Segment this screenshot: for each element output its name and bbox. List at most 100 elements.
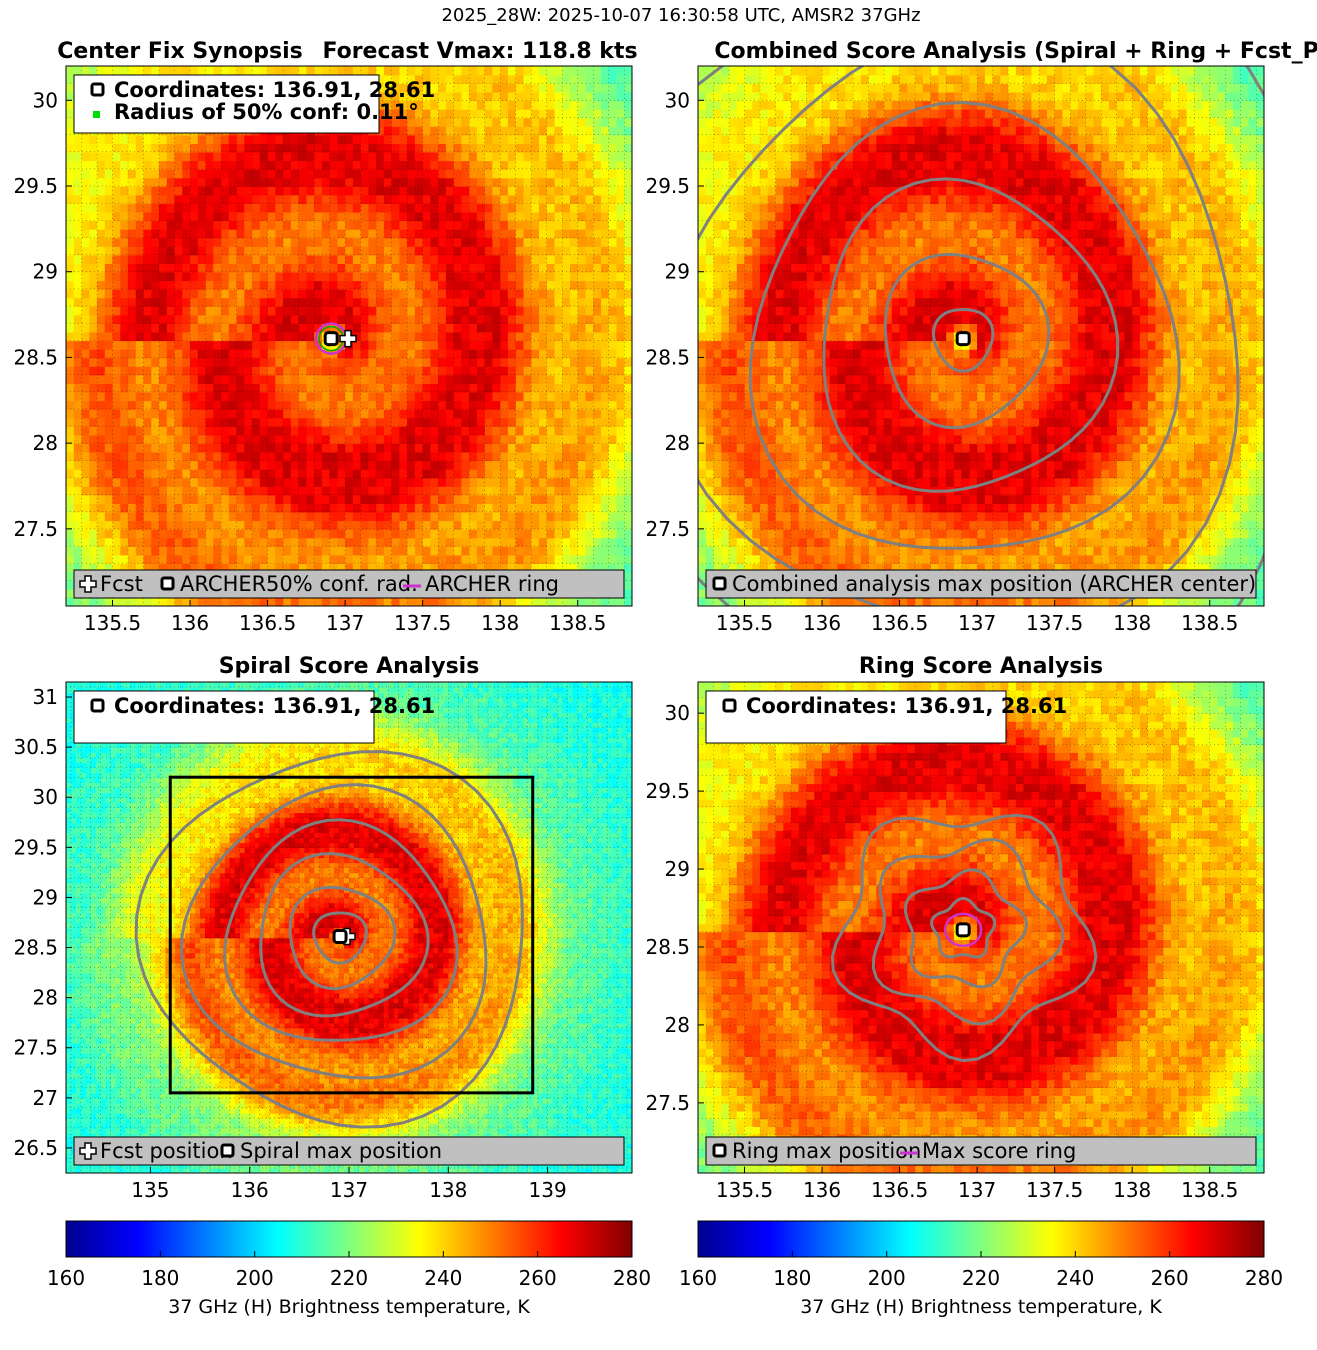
heatmap-cell: [585, 254, 595, 264]
heatmap-cell: [438, 400, 447, 410]
heatmap-cell: [476, 160, 486, 170]
heatmap-cell: [151, 194, 160, 204]
heatmap-cell: [197, 486, 207, 496]
heatmap-cell: [391, 503, 401, 513]
heatmap-cell: [228, 528, 238, 539]
heatmap-cell: [484, 126, 494, 136]
heatmap-cell: [329, 528, 339, 539]
heatmap-cell: [135, 503, 145, 513]
heatmap-cell: [453, 323, 463, 333]
heatmap-cell: [151, 134, 160, 144]
heatmap-cell: [539, 434, 548, 444]
heatmap-cell: [360, 288, 370, 299]
heatmap-cell: [577, 126, 587, 136]
heatmap-cell: [275, 383, 284, 393]
heatmap-cell: [713, 117, 723, 127]
heatmap-cell: [729, 374, 738, 384]
heatmap-cell: [151, 220, 160, 230]
heatmap-cell: [461, 220, 470, 230]
heatmap-cell: [531, 477, 540, 487]
heatmap-cell: [453, 417, 463, 427]
heatmap-cell: [616, 460, 626, 470]
heatmap-cell: [112, 306, 122, 316]
heatmap-cell: [360, 426, 370, 436]
heatmap-cell: [562, 366, 571, 376]
heatmap-cell: [705, 323, 715, 333]
heatmap-cell: [290, 66, 300, 76]
heatmap-cell: [368, 134, 377, 144]
heatmap-cell: [507, 168, 517, 179]
heatmap-cell: [228, 597, 238, 606]
heatmap-cell: [360, 177, 370, 187]
heatmap-cell: [721, 160, 730, 170]
heatmap-cell: [461, 314, 470, 324]
heatmap-cell: [66, 588, 75, 599]
heatmap-cell: [197, 477, 207, 487]
heatmap-cell: [290, 340, 300, 350]
heatmap-cell: [244, 340, 253, 350]
heatmap-cell: [469, 520, 478, 530]
heatmap-cell: [166, 477, 176, 487]
heatmap-cell: [484, 228, 494, 239]
heatmap-cell: [616, 151, 626, 162]
heatmap-cell: [469, 314, 478, 324]
heatmap-cell: [283, 451, 292, 462]
heatmap-cell: [376, 357, 385, 367]
heatmap-cell: [523, 546, 533, 556]
heatmap-cell: [267, 143, 277, 153]
heatmap-cell: [593, 203, 602, 213]
heatmap-cell: [135, 194, 145, 204]
heatmap-cell: [228, 288, 238, 299]
heatmap-cell: [507, 297, 517, 307]
heatmap-cell: [407, 417, 416, 427]
heatmap-cell: [275, 186, 284, 196]
heatmap-cell: [698, 168, 707, 179]
heatmap-cell: [515, 177, 525, 187]
heatmap-cell: [174, 194, 184, 204]
heatmap-cell: [360, 451, 370, 462]
heatmap-cell: [97, 374, 106, 384]
heatmap-cell: [182, 246, 191, 256]
heatmap-cell: [391, 220, 401, 230]
heatmap-cell: [539, 314, 548, 324]
heatmap-cell: [97, 203, 106, 213]
heatmap-cell: [492, 143, 501, 153]
heatmap-cell: [399, 468, 408, 479]
heatmap-cell: [430, 323, 439, 333]
heatmap-cell: [438, 511, 447, 522]
heatmap-cell: [275, 426, 284, 436]
heatmap-cell: [290, 271, 300, 282]
heatmap-cell: [73, 306, 83, 316]
heatmap-cell: [593, 520, 602, 530]
heatmap-cell: [430, 383, 439, 393]
heatmap-cell: [383, 520, 393, 530]
heatmap-cell: [143, 434, 153, 444]
heatmap-cell: [539, 537, 548, 547]
heatmap-cell: [391, 563, 401, 573]
heatmap-cell: [539, 357, 548, 367]
heatmap-cell: [275, 297, 284, 307]
heatmap-cell: [89, 511, 98, 522]
heatmap-cell: [182, 451, 191, 462]
heatmap-cell: [539, 528, 548, 539]
heatmap-cell: [182, 297, 191, 307]
heatmap-cell: [593, 597, 602, 606]
heatmap-cell: [360, 408, 370, 419]
heatmap-cell: [484, 486, 494, 496]
heatmap-cell: [81, 237, 91, 247]
heatmap-cell: [399, 143, 408, 153]
heatmap-cell: [306, 186, 315, 196]
heatmap-cell: [259, 528, 269, 539]
heatmap-cell: [414, 563, 424, 573]
heatmap-cell: [445, 74, 455, 84]
heatmap-cell: [430, 134, 439, 144]
heatmap-cell: [608, 254, 618, 264]
heatmap-cell: [197, 443, 207, 453]
heatmap-cell: [593, 108, 602, 119]
heatmap-cell: [66, 271, 75, 282]
heatmap-cell: [407, 366, 416, 376]
heatmap-cell: [531, 460, 540, 470]
heatmap-cell: [608, 340, 618, 350]
heatmap-cell: [283, 186, 292, 196]
heatmap-cell: [228, 520, 238, 530]
